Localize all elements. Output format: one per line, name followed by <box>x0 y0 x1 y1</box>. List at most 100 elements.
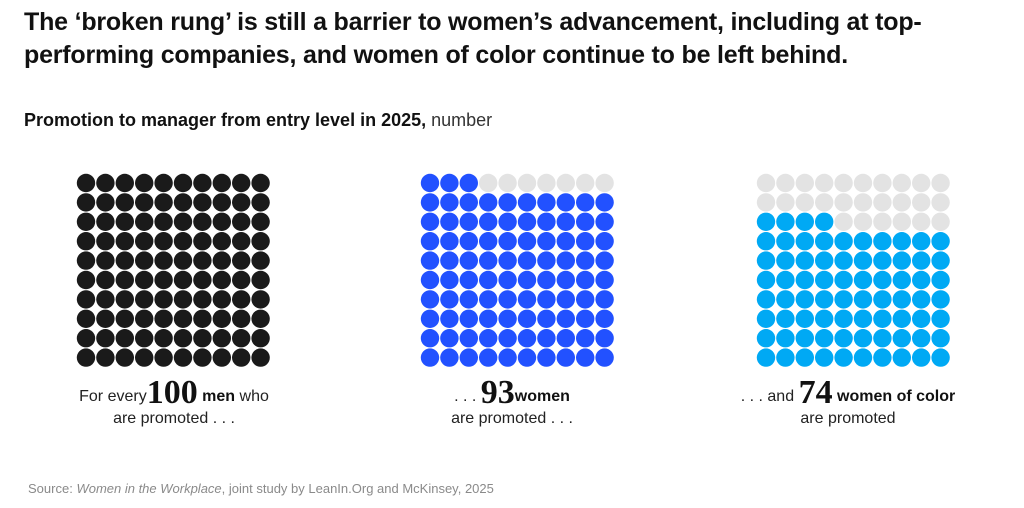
waffle-dot-filled <box>556 270 575 290</box>
waffle-dot-filled <box>212 193 231 212</box>
waffle-dot-empty <box>479 173 498 193</box>
waffle-dot-filled <box>154 232 173 251</box>
waffle-dot-empty <box>892 173 911 193</box>
waffle-dot-filled <box>193 329 212 348</box>
waffle-dot-filled <box>912 270 931 290</box>
waffle-dot-filled <box>556 348 575 367</box>
waffle-dot-filled <box>892 251 911 270</box>
waffle-dot-filled <box>556 193 575 212</box>
waffle-dot-filled <box>873 270 892 290</box>
waffle-dot-filled <box>834 348 853 367</box>
waffle-dot-filled <box>440 270 459 290</box>
waffle-dot-filled <box>756 290 776 309</box>
source-title: Women in the Workplace <box>76 481 222 496</box>
waffle-dot-filled <box>756 270 776 290</box>
waffle-dot-filled <box>193 232 212 251</box>
waffle-dot-filled <box>96 251 115 270</box>
waffle-dot-filled <box>756 212 776 231</box>
waffle-dot-filled <box>173 251 193 270</box>
waffle-dot-filled <box>251 251 270 270</box>
waffle-dot-filled <box>756 309 776 328</box>
waffle-dot-filled <box>154 348 173 367</box>
waffle-dot-filled <box>853 270 873 290</box>
waffle-dot-filled <box>576 290 595 309</box>
waffle-dot-empty <box>756 173 776 193</box>
waffle-dot-filled <box>595 309 614 328</box>
waffle-dot-empty <box>853 173 873 193</box>
caption-number: 100 <box>146 374 198 411</box>
waffle-dot-filled <box>498 232 517 251</box>
waffle-dot-filled <box>576 193 595 212</box>
waffle-dot-filled <box>420 212 440 231</box>
waffle-dot-filled <box>96 232 115 251</box>
waffle-dot-filled <box>440 212 459 231</box>
subtitle-bold: Promotion to manager from entry level in… <box>24 110 427 130</box>
waffle-dot-filled <box>873 309 892 328</box>
waffle-dot-filled <box>795 329 814 348</box>
waffle-dot-filled <box>892 232 911 251</box>
waffle-dot-empty <box>834 212 853 231</box>
waffle-dot-empty <box>853 193 873 212</box>
waffle-dot-filled <box>251 309 270 328</box>
waffle-dot-filled <box>135 270 154 290</box>
waffle-dot-filled <box>853 348 873 367</box>
waffle-dot-filled <box>115 251 134 270</box>
waffle-dot-filled <box>76 193 96 212</box>
waffle-dot-filled <box>537 329 556 348</box>
waffle-dot-filled <box>459 193 478 212</box>
waffle-dot-filled <box>795 232 814 251</box>
waffle-dot-filled <box>498 193 517 212</box>
source-rest: , joint study by LeanIn.Org and McKinsey… <box>221 481 494 496</box>
waffle-dot-filled <box>537 212 556 231</box>
waffle-dot-filled <box>931 270 950 290</box>
waffle-dot-filled <box>537 232 556 251</box>
waffle-dot-filled <box>517 270 537 290</box>
waffle-dot-filled <box>815 329 834 348</box>
waffle-dot-filled <box>115 212 134 231</box>
waffle-dot-filled <box>459 348 478 367</box>
waffle-dot-filled <box>776 232 795 251</box>
waffle-dot-filled <box>912 329 931 348</box>
waffle-dot-filled <box>193 270 212 290</box>
waffle-dot-filled <box>459 309 478 328</box>
waffle-dot-filled <box>834 232 853 251</box>
waffle-dot-filled <box>251 212 270 231</box>
waffle-dot-filled <box>76 251 96 270</box>
caption-line2: are promoted . . . <box>113 410 235 427</box>
waffle-dot-filled <box>135 212 154 231</box>
waffle-dot-filled <box>517 290 537 309</box>
waffle-dot-filled <box>595 212 614 231</box>
waffle-dot-filled <box>873 232 892 251</box>
waffle-dot-empty <box>912 173 931 193</box>
caption-bold: women <box>514 388 570 405</box>
waffle-dot-filled <box>498 348 517 367</box>
waffle-dot-filled <box>420 173 440 193</box>
waffle-dot-filled <box>931 348 950 367</box>
waffle-dot-filled <box>517 232 537 251</box>
waffle-dot-empty <box>795 193 814 212</box>
waffle-dot-filled <box>135 309 154 328</box>
waffle-dot-filled <box>756 232 776 251</box>
waffle-dot-filled <box>193 212 212 231</box>
waffle-dot-filled <box>212 309 231 328</box>
waffle-dot-filled <box>420 193 440 212</box>
waffle-dot-filled <box>795 290 814 309</box>
waffle-dot-filled <box>795 309 814 328</box>
waffle-dot-filled <box>76 173 96 193</box>
waffle-women-of-color <box>756 173 950 367</box>
waffle-dot-filled <box>212 329 231 348</box>
waffle-dot-filled <box>440 309 459 328</box>
waffle-dot-filled <box>556 290 575 309</box>
waffle-dot-filled <box>96 173 115 193</box>
waffle-dot-filled <box>173 173 193 193</box>
waffle-dot-filled <box>193 309 212 328</box>
waffle-dot-filled <box>135 251 154 270</box>
waffle-dot-filled <box>556 309 575 328</box>
waffle-dot-filled <box>795 348 814 367</box>
waffle-dot-filled <box>251 329 270 348</box>
waffle-dot-filled <box>912 348 931 367</box>
waffle-dot-filled <box>96 309 115 328</box>
waffle-dot-filled <box>135 173 154 193</box>
waffle-dot-filled <box>892 309 911 328</box>
waffle-dot-filled <box>595 348 614 367</box>
